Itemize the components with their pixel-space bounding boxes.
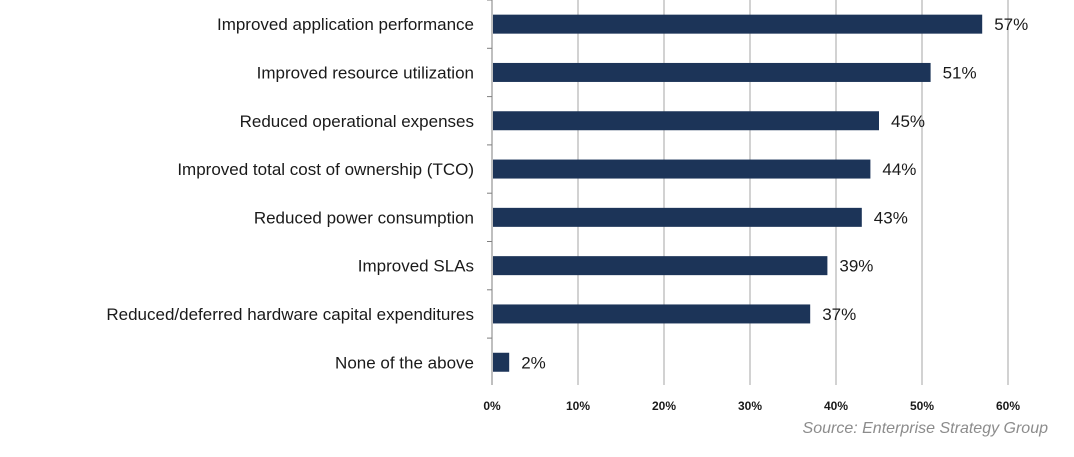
bar-1	[493, 62, 931, 82]
bar-3	[493, 159, 871, 179]
x-tick-label-50: 50%	[910, 399, 934, 413]
category-label-4: Reduced power consumption	[254, 208, 474, 227]
category-label-0: Improved application performance	[217, 15, 474, 34]
category-label-1: Improved resource utilization	[257, 63, 474, 82]
value-label-0: 57%	[994, 15, 1028, 34]
category-label-7: None of the above	[335, 353, 474, 372]
value-label-7: 2%	[521, 353, 546, 372]
value-label-3: 44%	[882, 160, 916, 179]
value-label-5: 39%	[839, 257, 873, 276]
bar-0	[493, 14, 983, 34]
x-tick-label-30: 30%	[738, 399, 762, 413]
bar-6	[493, 304, 811, 324]
value-label-6: 37%	[822, 305, 856, 324]
category-label-5: Improved SLAs	[358, 257, 474, 276]
bar-7	[493, 352, 510, 372]
bar-5	[493, 256, 828, 276]
value-label-1: 51%	[943, 63, 977, 82]
category-label-6: Reduced/deferred hardware capital expend…	[106, 305, 474, 324]
x-tick-label-10: 10%	[566, 399, 590, 413]
x-tick-label-40: 40%	[824, 399, 848, 413]
category-label-3: Improved total cost of ownership (TCO)	[177, 160, 474, 179]
x-tick-label-20: 20%	[652, 399, 676, 413]
value-label-4: 43%	[874, 208, 908, 227]
category-label-2: Reduced operational expenses	[240, 112, 474, 131]
x-tick-label-0: 0%	[483, 399, 501, 413]
x-tick-label-60: 60%	[996, 399, 1020, 413]
bar-2	[493, 111, 879, 131]
bar-4	[493, 207, 862, 227]
value-label-2: 45%	[891, 112, 925, 131]
source-note: Source: Enterprise Strategy Group	[802, 420, 1048, 437]
